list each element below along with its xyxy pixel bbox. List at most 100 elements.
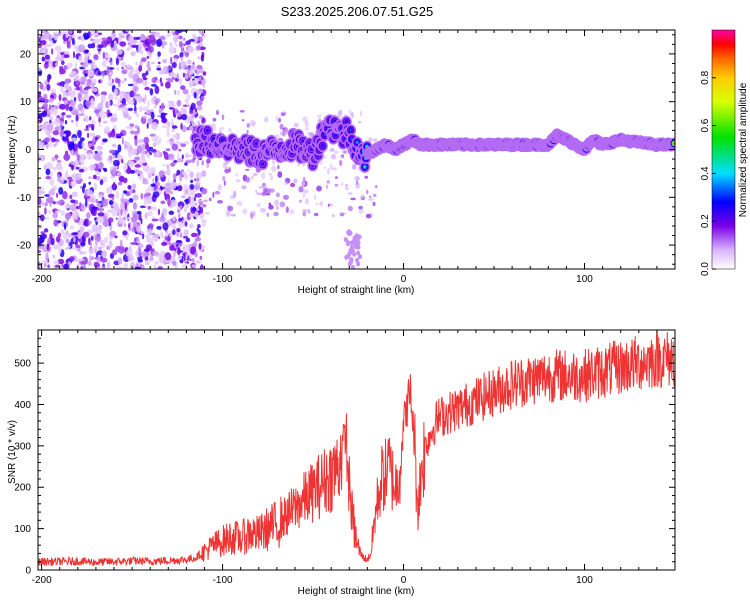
x-tick-label: 100: [576, 274, 593, 285]
noise-speckle: [146, 62, 151, 69]
noise-speckle: [136, 77, 143, 84]
noise-speckle: [124, 78, 127, 81]
noise-speckle: [158, 170, 165, 178]
noise-speckle: [358, 120, 362, 124]
noise-speckle: [333, 150, 339, 154]
noise-speckle: [96, 218, 100, 223]
y-tick-label: 10: [20, 97, 32, 108]
noise-speckle: [71, 119, 74, 123]
noise-speckle: [339, 155, 345, 158]
noise-speckle: [73, 237, 76, 243]
noise-speckle: [345, 184, 348, 187]
noise-speckle: [92, 78, 97, 84]
noise-speckle: [104, 198, 108, 202]
noise-speckle: [47, 264, 50, 269]
noise-speckle: [53, 219, 58, 227]
noise-speckle: [117, 171, 122, 176]
noise-speckle: [74, 159, 79, 166]
noise-speckle: [329, 163, 333, 171]
noise-speckle: [93, 58, 96, 66]
noise-speckle: [187, 169, 190, 172]
noise-speckle: [155, 175, 158, 183]
noise-speckle: [96, 145, 103, 151]
noise-speckle: [50, 39, 53, 47]
noise-speckle: [299, 199, 302, 203]
noise-speckle: [55, 62, 58, 68]
noise-speckle: [64, 212, 72, 220]
noise-speckle: [108, 155, 113, 161]
noise-speckle: [169, 107, 174, 110]
noise-speckle: [176, 109, 179, 114]
noise-speckle: [153, 264, 157, 269]
noise-speckle: [137, 126, 140, 135]
noise-speckle: [166, 164, 170, 169]
noise-speckle: [185, 154, 192, 158]
noise-speckle: [334, 183, 339, 187]
noise-speckle: [192, 206, 196, 212]
noise-speckle: [137, 243, 144, 249]
noise-speckle: [87, 59, 92, 64]
noise-speckle: [358, 205, 363, 210]
noise-speckle: [158, 236, 161, 240]
noise-speckle: [180, 107, 185, 115]
noise-speckle: [55, 154, 58, 161]
noise-speckle: [95, 171, 101, 176]
noise-speckle: [66, 40, 71, 49]
noise-speckle: [123, 223, 127, 227]
noise-speckle: [121, 192, 124, 202]
noise-speckle: [196, 172, 200, 179]
noise-speckle: [345, 186, 349, 191]
noise-speckle: [64, 222, 67, 231]
noise-speckle: [202, 84, 206, 89]
noise-speckle: [99, 206, 104, 212]
noise-speckle: [38, 261, 41, 269]
noise-speckle: [95, 175, 101, 181]
noise-speckle: [42, 103, 48, 109]
noise-speckle: [198, 242, 202, 250]
noise-speckle: [134, 237, 136, 243]
noise-speckle: [269, 175, 274, 181]
noise-speckle: [101, 37, 107, 41]
noise-speckle: [71, 232, 78, 236]
noise-speckle: [122, 230, 128, 236]
noise-speckle: [195, 260, 202, 264]
noise-speckle: [160, 82, 164, 87]
noise-speckle: [64, 120, 68, 125]
noise-speckle: [142, 78, 148, 87]
noise-speckle: [146, 170, 150, 174]
noise-speckle: [101, 200, 108, 207]
noise-speckle: [198, 30, 204, 35]
noise-speckle: [154, 31, 161, 38]
noise-speckle: [77, 130, 82, 138]
noise-speckle: [192, 79, 199, 86]
noise-speckle: [148, 257, 154, 262]
noise-speckle: [133, 202, 137, 210]
noise-speckle: [201, 160, 204, 166]
noise-speckle: [130, 242, 137, 245]
noise-speckle: [184, 51, 189, 58]
noise-speckle: [174, 37, 177, 45]
noise-speckle: [38, 197, 42, 205]
noise-speckle: [187, 255, 190, 261]
noise-speckle: [224, 168, 231, 174]
noise-speckle: [38, 154, 46, 162]
noise-speckle: [372, 201, 376, 207]
noise-speckle: [100, 114, 107, 119]
noise-speckle: [184, 98, 188, 103]
noise-speckle: [191, 232, 198, 238]
noise-speckle: [356, 240, 361, 246]
noise-speckle: [223, 180, 226, 186]
noise-speckle: [86, 189, 93, 197]
noise-speckle: [116, 49, 123, 55]
noise-speckle: [191, 264, 197, 268]
noise-speckle: [177, 89, 180, 96]
noise-speckle: [61, 114, 65, 120]
noise-speckle: [129, 90, 135, 98]
noise-speckle: [228, 127, 232, 133]
noise-speckle: [189, 200, 196, 208]
noise-speckle: [141, 250, 148, 258]
noise-speckle: [136, 210, 142, 215]
noise-speckle: [167, 104, 172, 108]
noise-speckle: [366, 189, 369, 195]
colorbar-tick-label: 0.4: [700, 166, 711, 180]
